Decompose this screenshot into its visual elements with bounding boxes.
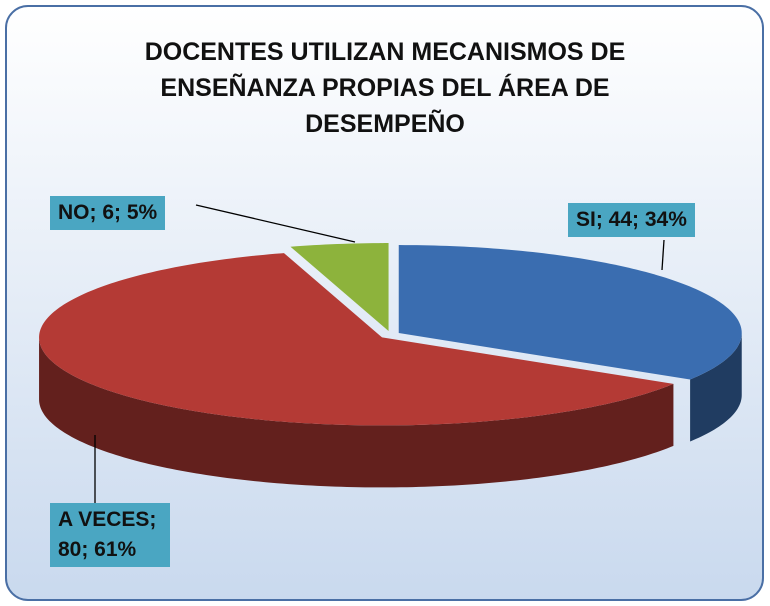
slice bbox=[39, 253, 674, 426]
data-label: A VECES; 80; 61% bbox=[50, 503, 170, 567]
slice-side bbox=[39, 337, 674, 488]
leader-line bbox=[661, 239, 665, 271]
leader-lines bbox=[94, 204, 665, 503]
slice bbox=[398, 245, 742, 380]
data-label: NO; 6; 5% bbox=[50, 196, 166, 230]
slice-side bbox=[690, 333, 742, 442]
data-label: SI; 44; 34% bbox=[568, 203, 695, 237]
slice bbox=[290, 243, 389, 332]
leader-line bbox=[195, 204, 356, 243]
pie bbox=[39, 243, 742, 488]
chart-title: DOCENTES UTILIZAN MECANISMOS DE ENSEÑANZ… bbox=[144, 38, 626, 138]
